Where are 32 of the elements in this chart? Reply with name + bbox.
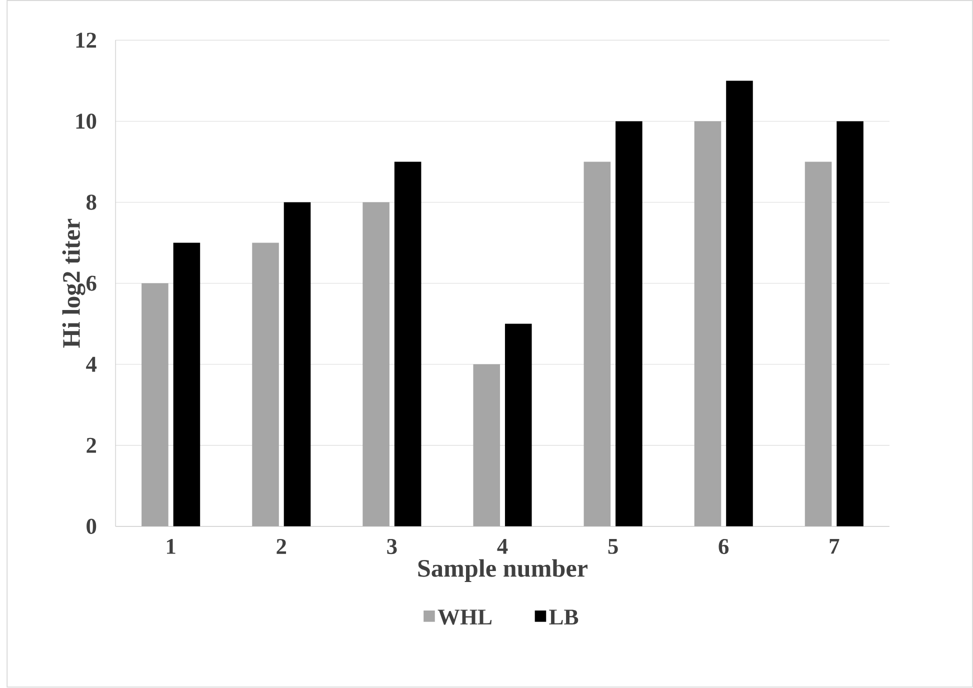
bar <box>284 202 311 527</box>
bar <box>694 121 722 527</box>
y-tick-label: 2 <box>86 438 96 453</box>
y-tick-label: 6 <box>86 276 96 292</box>
bar <box>804 162 832 527</box>
bar <box>473 364 500 527</box>
y-tick-label: 0 <box>86 518 96 534</box>
x-tick-label: 3 <box>387 539 397 554</box>
x-tick-label: 6 <box>718 539 729 554</box>
bar <box>173 242 200 527</box>
bar <box>142 283 168 527</box>
y-tick-label: 12 <box>76 32 96 48</box>
y-tick-label: 8 <box>86 194 96 210</box>
x-tick-label: 5 <box>608 539 618 554</box>
bar <box>252 242 279 527</box>
x-tick-label: 7 <box>830 539 840 554</box>
y-axis-title: Hi log2 titer <box>62 219 86 348</box>
bar <box>504 324 532 527</box>
y-tick-label: 4 <box>86 357 97 372</box>
bar <box>362 202 390 527</box>
bar <box>584 162 611 527</box>
y-tick-label: 10 <box>76 114 96 130</box>
x-tick-label: 2 <box>276 539 286 554</box>
x-axis-title: Sample number <box>418 559 588 582</box>
bar <box>616 121 642 527</box>
bar <box>394 162 422 527</box>
bar <box>836 121 864 527</box>
x-tick-label: 1 <box>167 539 176 554</box>
bar <box>726 80 753 527</box>
x-tick-label: 4 <box>497 539 508 554</box>
legend-label: LB <box>549 610 578 625</box>
legend-label: WHL <box>438 610 492 625</box>
